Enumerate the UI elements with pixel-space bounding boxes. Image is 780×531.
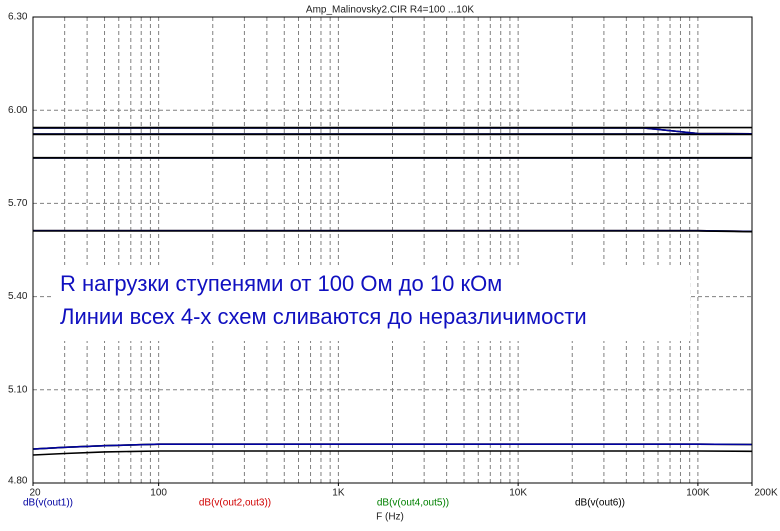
chart-title: Amp_Malinovsky2.CIR R4=100 ...10K	[306, 5, 474, 16]
x-tick-label: 100	[150, 488, 167, 499]
y-tick-label: 6.30	[8, 12, 28, 23]
x-tick-label: 100K	[686, 488, 710, 499]
x-tick-label: 1K	[332, 488, 345, 499]
legend-entry: dB(v(out1))	[23, 498, 73, 509]
grid	[33, 16, 752, 484]
x-tick-label: 20	[29, 488, 41, 499]
plot-frame	[32, 16, 753, 484]
series-line	[33, 230, 753, 233]
y-tick-label: 4.80	[8, 476, 28, 487]
legend-entry: dB(v(out6))	[575, 498, 625, 509]
y-tick-label: 5.10	[8, 384, 28, 395]
annotation-box	[52, 265, 690, 341]
plot-lines	[32, 126, 753, 456]
x-axis-label: F (Hz)	[376, 512, 404, 523]
annotation: R нагрузки ступенями от 100 Ом до 10 кОм	[60, 271, 502, 296]
series-line	[32, 443, 753, 450]
annotation: Линии всех 4-х схем сливаются до неразли…	[60, 304, 587, 329]
x-tick-label: 10K	[509, 488, 527, 499]
series-line	[32, 450, 753, 456]
legend-entry: dB(v(out4,out5))	[377, 498, 449, 509]
y-tick-label: 5.40	[8, 291, 28, 302]
x-tick-label: 200K	[754, 488, 778, 499]
legend-entry: dB(v(out2,out3))	[199, 498, 271, 509]
y-tick-label: 6.00	[8, 105, 28, 116]
y-tick-label: 5.70	[8, 198, 28, 209]
